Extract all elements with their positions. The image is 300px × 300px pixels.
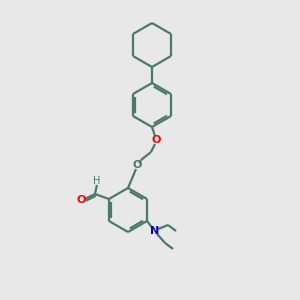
Text: O: O xyxy=(132,160,142,170)
Text: H: H xyxy=(93,176,100,186)
Text: O: O xyxy=(151,135,161,145)
Text: O: O xyxy=(76,195,86,205)
Text: N: N xyxy=(150,226,160,236)
